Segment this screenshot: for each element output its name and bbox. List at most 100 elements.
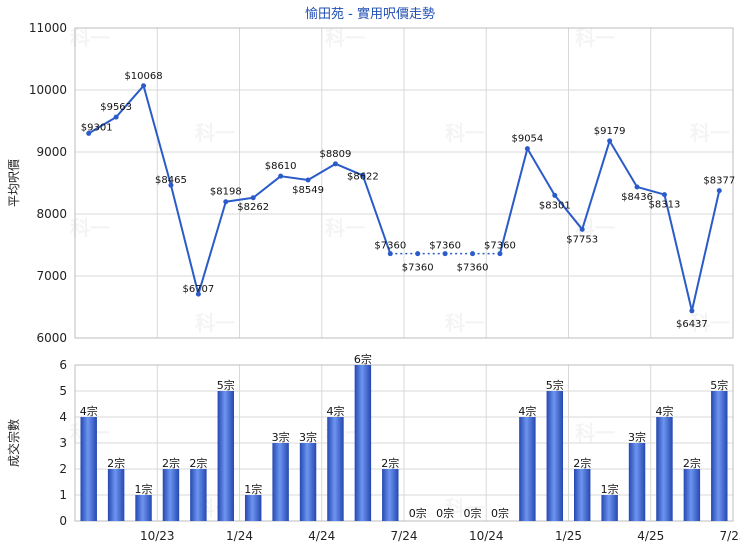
price-data-label: $8262 bbox=[237, 202, 269, 213]
price-line-chart: 科一科一科一科一科一科一科一科一科一科一科一科一科一科一科一科一科一110001… bbox=[7, 21, 735, 520]
watermark: 科一 bbox=[445, 496, 485, 520]
line-segment bbox=[307, 162, 336, 181]
price-data-label: $9563 bbox=[100, 102, 132, 113]
x-tick-label: 10/23 bbox=[140, 529, 175, 543]
price-data-label: $8809 bbox=[320, 149, 352, 160]
chart-title: 愉田苑 - 實用呎價走勢 bbox=[305, 6, 435, 22]
volume-bar bbox=[546, 391, 564, 521]
volume-bar-label: 3宗 bbox=[628, 430, 646, 444]
data-point bbox=[579, 226, 585, 232]
top-ytick-label: 6000 bbox=[36, 331, 67, 345]
price-data-label: $7753 bbox=[566, 234, 598, 245]
volume-bar bbox=[299, 443, 317, 521]
data-point bbox=[86, 130, 92, 136]
volume-bar-label: 2宗 bbox=[381, 456, 399, 470]
line-segment bbox=[663, 194, 693, 312]
volume-bar bbox=[244, 495, 262, 521]
data-point bbox=[141, 83, 147, 89]
data-point bbox=[716, 188, 722, 194]
data-point bbox=[195, 291, 201, 297]
volume-bar-label: 0宗 bbox=[491, 506, 509, 520]
volume-bar bbox=[272, 443, 289, 521]
volume-bar bbox=[628, 443, 646, 521]
data-point bbox=[223, 199, 229, 205]
watermark: 科一 bbox=[195, 121, 235, 145]
data-point bbox=[113, 114, 119, 120]
price-data-label: $8301 bbox=[539, 200, 571, 211]
line-segment bbox=[554, 194, 583, 230]
data-point bbox=[442, 251, 448, 257]
data-point bbox=[360, 172, 366, 178]
watermark: 科一 bbox=[445, 121, 485, 145]
line-segment bbox=[690, 190, 721, 312]
volume-bar bbox=[162, 469, 180, 521]
price-data-label: $7360 bbox=[429, 241, 461, 252]
watermark: 科一 bbox=[575, 421, 615, 445]
price-data-label: $6707 bbox=[182, 284, 214, 295]
line-segment bbox=[498, 148, 529, 254]
volume-bar bbox=[656, 417, 673, 521]
volume-bar-label: 4宗 bbox=[518, 404, 536, 418]
volume-bar-label: 4宗 bbox=[655, 404, 673, 418]
x-tick-label: 7/24 bbox=[391, 529, 418, 543]
data-point bbox=[689, 308, 695, 314]
price-data-label: $8549 bbox=[292, 185, 324, 196]
data-point bbox=[552, 192, 558, 198]
data-point bbox=[661, 192, 667, 198]
price-data-label: $9054 bbox=[511, 134, 543, 145]
volume-bar bbox=[327, 417, 344, 521]
volume-bar-label: 1宗 bbox=[244, 482, 262, 496]
price-data-label: $8377 bbox=[703, 176, 735, 187]
top-y-axis-label: 平均呎價 bbox=[7, 159, 21, 207]
price-data-label: $8610 bbox=[265, 161, 297, 172]
volume-bar bbox=[135, 495, 152, 521]
volume-bar-label: 3宗 bbox=[272, 430, 290, 444]
price-data-label: $9179 bbox=[594, 126, 626, 137]
volume-bar-label: 0宗 bbox=[436, 506, 454, 520]
price-data-label: $7360 bbox=[457, 263, 489, 274]
volume-bar-label: 4宗 bbox=[326, 404, 344, 418]
watermark: 科一 bbox=[690, 121, 730, 145]
x-tick-label: 4/25 bbox=[637, 529, 664, 543]
volume-bar-label: 3宗 bbox=[299, 430, 317, 444]
line-segment bbox=[608, 140, 638, 188]
volume-bar-label: 2宗 bbox=[162, 456, 180, 470]
bottom-plot-frame bbox=[74, 364, 734, 522]
bottom-ytick-label: 4 bbox=[59, 410, 67, 424]
volume-bar bbox=[573, 469, 591, 521]
watermark: 科一 bbox=[690, 311, 730, 335]
line-segment bbox=[88, 116, 117, 135]
bottom-ytick-label: 5 bbox=[59, 384, 67, 398]
volume-bar-label: 4宗 bbox=[80, 404, 98, 418]
price-data-label: $8198 bbox=[210, 187, 242, 198]
watermark: 科一 bbox=[325, 216, 365, 240]
bottom-ytick-label: 2 bbox=[59, 462, 67, 476]
price-data-label: $8622 bbox=[347, 171, 379, 182]
volume-bar-chart: 6 5 4 3 2 1 0 成交宗數 4宗 2宗 1宗 2宗 2宗 5宗 1宗 3宗 3宗 4宗 6宗 2宗 0宗 0宗 0… bbox=[6, 352, 740, 543]
x-tick-label: 4/24 bbox=[308, 529, 335, 543]
line-segment bbox=[335, 162, 364, 177]
top-plot-frame bbox=[74, 27, 734, 339]
line-segment bbox=[225, 196, 254, 203]
bottom-y-axis-label: 成交宗數 bbox=[6, 419, 21, 467]
line-segment bbox=[169, 184, 200, 295]
top-ytick-label: 9000 bbox=[36, 145, 67, 159]
data-point bbox=[497, 251, 503, 257]
watermark: 科一 bbox=[575, 26, 615, 50]
volume-bar-label: 2宗 bbox=[107, 456, 125, 470]
price-data-label: $10068 bbox=[124, 71, 162, 82]
volume-bar bbox=[190, 469, 207, 521]
line-segment bbox=[361, 175, 392, 255]
volume-bar-label: 0宗 bbox=[464, 506, 482, 520]
price-data-label: $8436 bbox=[621, 192, 653, 203]
volume-bar bbox=[711, 391, 728, 521]
bottom-ytick-label: 3 bbox=[59, 436, 67, 450]
top-ytick-label: 11000 bbox=[29, 21, 67, 35]
data-point bbox=[332, 161, 338, 167]
x-tick-label: 7/25 bbox=[720, 529, 740, 543]
volume-bar-label: 5宗 bbox=[546, 378, 564, 392]
price-data-label: $8465 bbox=[155, 175, 187, 186]
top-ytick-label: 10000 bbox=[29, 83, 67, 97]
